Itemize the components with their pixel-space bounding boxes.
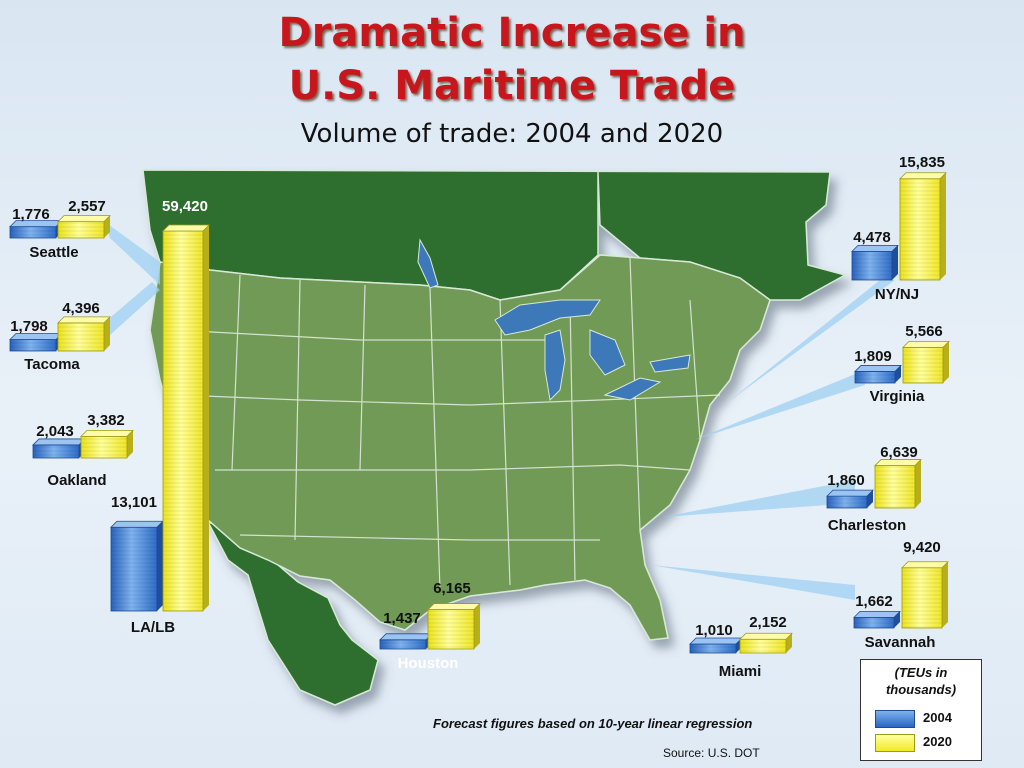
bar-2020-savannah [901,561,949,629]
legend-label-2020: 2020 [923,734,952,749]
bar-2004-savannah [853,610,901,629]
city-label-savannah: Savannah [865,634,936,651]
bar-2004-miami [689,637,743,654]
value-2004-lalb: 13,101 [111,494,157,511]
bar-2004-seattle [9,220,63,239]
labels-layer: 1,776 2,557 Seattle 1,798 4,396 Tacoma 2,043 3,… [10,154,945,680]
value-2020-charleston: 6,639 [880,444,918,461]
city-label-seattle: Seattle [29,244,78,261]
footnote: Forecast figures based on 10-year linear… [433,716,753,731]
bar-2020-nynj [899,172,947,281]
value-2004-miami: 1,010 [695,622,733,639]
value-2020-nynj: 15,835 [899,154,945,171]
bar-2004-tacoma [9,333,63,352]
bar-2020-virginia [902,341,950,384]
bar-2004-lalb [110,520,164,612]
city-label-houston: Houston [398,655,459,672]
city-label-oakland: Oakland [47,472,106,489]
city-label-virginia: Virginia [870,388,925,405]
map [142,169,847,706]
chart-title-line1: Dramatic Increase in [278,10,746,56]
value-2004-houston: 1,437 [383,610,421,627]
legend: (TEUs in thousands) 2004 2020 [860,659,982,761]
legend-swatch-2004 [875,710,915,728]
value-2020-oakland: 3,382 [87,412,125,429]
value-2004-tacoma: 1,798 [10,318,48,335]
city-label-charleston: Charleston [828,517,906,534]
city-label-miami: Miami [719,663,762,680]
value-2004-charleston: 1,860 [827,472,865,489]
value-2020-miami: 2,152 [749,614,787,631]
city-label-nynj: NY/NJ [875,286,919,303]
lake-superior [494,299,601,336]
legend-swatch-2020 [875,734,915,752]
bar-2004-charleston [826,489,874,509]
bar-2004-virginia [854,365,902,384]
lake-ontario [649,354,691,373]
lake-huron [589,329,626,376]
bar-2020-lalb [162,224,210,612]
value-2004-savannah: 1,662 [855,593,893,610]
bar-2020-seattle [57,215,111,239]
value-2020-tacoma: 4,396 [62,300,100,317]
callout-beams [105,222,895,600]
lake-winnipeg [417,238,439,289]
bars-layer [9,172,950,654]
value-2020-virginia: 5,566 [905,323,943,340]
bar-2020-oakland [80,429,134,459]
value-2020-lalb: 59,420 [162,198,208,215]
chart-subtitle: Volume of trade: 2004 and 2020 [300,119,724,149]
value-2020-seattle: 2,557 [68,198,106,215]
bar-2020-miami [739,632,793,654]
lake-michigan [544,329,566,402]
city-label-tacoma: Tacoma [24,356,80,373]
chart-title-line2: U.S. Maritime Trade [288,63,736,109]
bar-2020-charleston [874,459,922,509]
bar-2020-houston [427,603,481,650]
value-2004-nynj: 4,478 [853,229,891,246]
legend-unit: (TEUs in thousands) [885,665,957,697]
bar-2004-oakland [32,438,86,459]
legend-label-2004: 2004 [923,710,952,725]
bar-2020-tacoma [57,316,111,352]
value-2020-houston: 6,165 [433,580,471,597]
bar-2004-nynj [851,244,899,281]
value-2004-oakland: 2,043 [36,423,74,440]
city-label-lalb: LA/LB [131,619,175,636]
value-2004-virginia: 1,809 [854,348,892,365]
value-2020-savannah: 9,420 [903,539,941,556]
lake-erie [603,377,662,401]
value-2004-seattle: 1,776 [12,206,50,223]
source-note: Source: U.S. DOT [663,746,760,760]
bar-2004-houston [379,633,433,650]
